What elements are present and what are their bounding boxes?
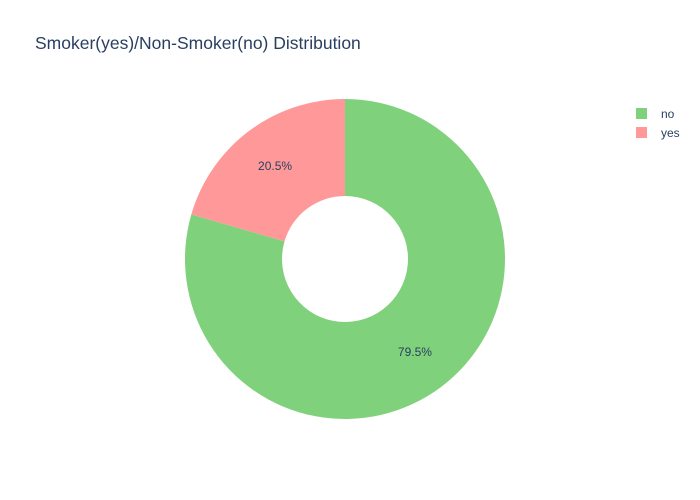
legend: no yes <box>636 107 680 140</box>
legend-item-yes[interactable]: yes <box>636 126 680 140</box>
donut-slices <box>185 99 506 420</box>
slice-no[interactable] <box>185 99 506 420</box>
slice-label-no: 79.5% <box>398 345 432 359</box>
slice-labels: 79.5% 20.5% <box>258 159 432 359</box>
legend-label-no: no <box>661 107 675 121</box>
chart-title: Smoker(yes)/Non-Smoker(no) Distribution <box>35 33 361 53</box>
legend-swatch-no <box>636 108 647 119</box>
slice-yes[interactable] <box>191 99 345 242</box>
legend-item-no[interactable]: no <box>636 107 675 121</box>
slice-label-yes: 20.5% <box>258 159 292 173</box>
legend-label-yes: yes <box>661 126 680 140</box>
legend-swatch-yes <box>636 127 647 138</box>
